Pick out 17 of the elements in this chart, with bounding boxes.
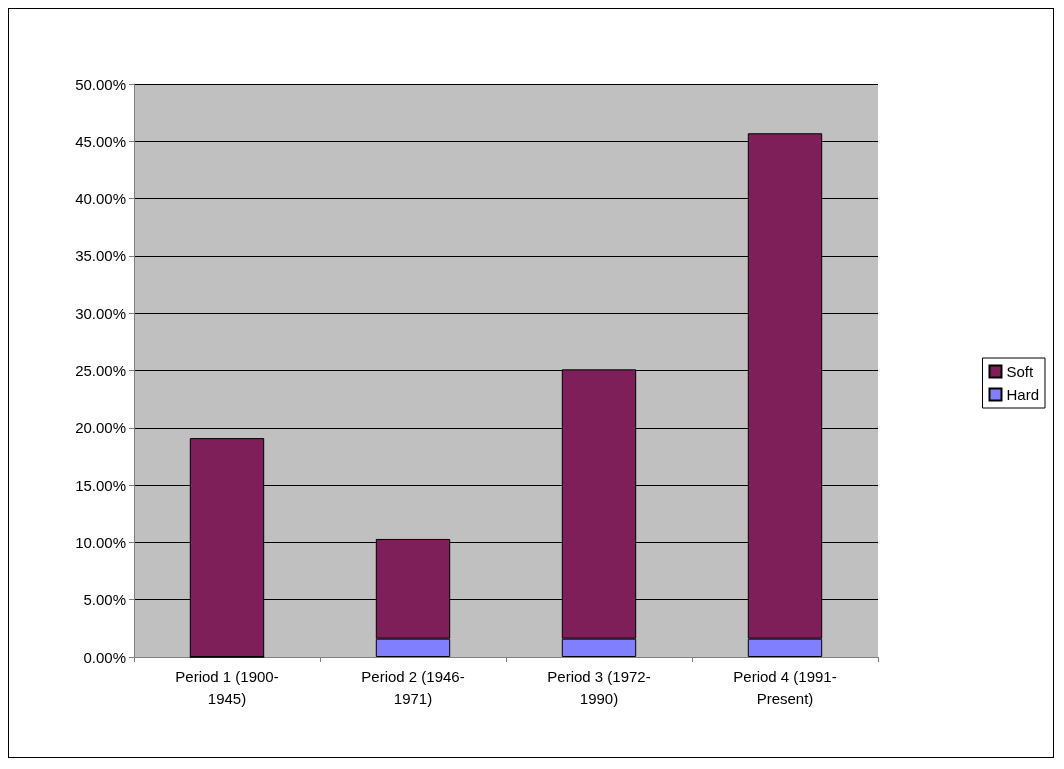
x-tick-label: Period 2 (1946-1971) xyxy=(361,667,465,707)
y-tick-label: 30.00% xyxy=(75,304,126,322)
y-tick-label: 25.00% xyxy=(75,362,126,379)
y-tick-label: 5.00% xyxy=(83,591,126,609)
y-tick-label: 35.00% xyxy=(75,247,126,265)
y-tick-label: 40.00% xyxy=(75,190,126,208)
y-tick-label: 10.00% xyxy=(75,533,126,551)
y-tick-label: 45.00% xyxy=(75,132,126,150)
y-tick-label: 15.00% xyxy=(75,476,126,494)
y-tick-label: 50.00% xyxy=(75,75,126,93)
x-tick-label: Period 4 (1991-Present) xyxy=(733,667,837,707)
x-tick-label: Period 3 (1972-1990) xyxy=(547,667,651,707)
y-tick-label: 0.00% xyxy=(83,648,126,666)
legend-label: Hard xyxy=(1006,386,1039,403)
y-tick-label: 20.00% xyxy=(75,419,126,437)
x-tick-label: Period 1 (1900-1945) xyxy=(175,667,279,707)
legend-label: Soft xyxy=(1006,363,1034,380)
